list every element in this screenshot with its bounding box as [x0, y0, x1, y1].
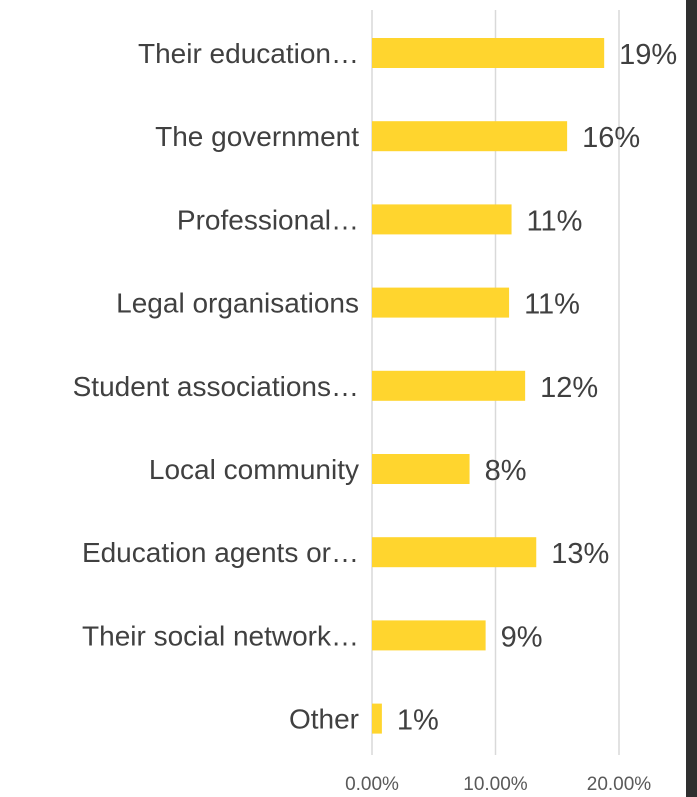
category-label: Other	[289, 704, 359, 735]
window-edge-strip	[686, 0, 697, 797]
data-label: 11%	[524, 289, 580, 321]
data-label: 1%	[397, 705, 439, 737]
bar	[372, 620, 486, 651]
bar	[372, 537, 537, 568]
data-label: 13%	[551, 538, 609, 570]
category-label: Their education…	[138, 38, 359, 69]
bar	[372, 204, 512, 235]
category-label: Their social network…	[82, 620, 359, 651]
data-label: 9%	[501, 621, 543, 653]
category-label: The government	[155, 121, 359, 152]
x-tick-label: 20.00%	[587, 774, 652, 795]
data-label: 12%	[540, 372, 598, 404]
bar	[372, 287, 510, 318]
data-label: 16%	[582, 122, 640, 154]
category-label: Legal organisations	[116, 288, 359, 319]
bar	[372, 121, 568, 152]
bar	[372, 703, 382, 734]
bar	[372, 370, 526, 401]
category-label: Education agents or…	[82, 537, 359, 568]
x-tick-label: 10.00%	[463, 774, 528, 795]
category-label: Professional…	[177, 204, 359, 235]
category-label: Local community	[149, 454, 359, 485]
data-label: 11%	[527, 205, 583, 237]
bar	[372, 454, 470, 484]
x-tick-label: 0.00%	[345, 774, 399, 795]
data-label: 19%	[619, 39, 677, 71]
data-label: 8%	[485, 455, 527, 487]
bar	[372, 38, 605, 68]
category-label: Student associations…	[73, 371, 359, 402]
